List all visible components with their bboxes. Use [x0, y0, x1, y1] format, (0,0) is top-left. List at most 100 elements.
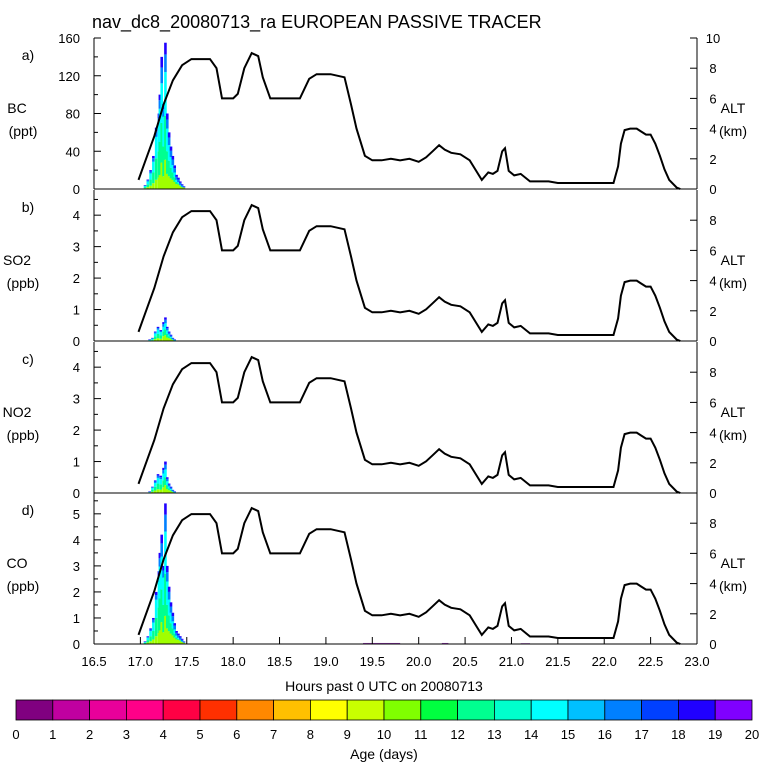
tracer-bar-so2-5-3 [162, 324, 165, 327]
tracer-bar-co-15-1 [175, 637, 178, 640]
ytick-label-no2-1: 1 [73, 455, 80, 470]
colorbar-tick-12: 12 [450, 727, 464, 742]
tracer-bar-no2-4-1 [159, 484, 163, 490]
tracer-bar-co-15-2 [175, 635, 178, 638]
tracer-bar-co-13-2 [171, 621, 175, 629]
tracer-bar-co-10-0 [165, 628, 169, 644]
tracer-bar-bc-3-0 [152, 183, 155, 189]
alt-label-bc: ALT [721, 100, 746, 116]
ytick-label-co-0: 0 [73, 637, 80, 652]
tracer-bar-bc-2-3 [149, 171, 152, 174]
alt-tick-label-co-4: 8 [709, 516, 716, 531]
tracer-bar-co-8-1 [162, 604, 165, 633]
unit-label-co: (ppb) [7, 578, 40, 594]
tracer-bar-bc-4-0 [154, 179, 158, 189]
altitude-line-co [137, 506, 681, 645]
xtick-label-10: 21.5 [545, 654, 570, 669]
tracer-bar-bc-2-0 [149, 185, 152, 189]
tracer-bar-co-2-4 [149, 628, 152, 630]
tracer-bar-co-19-0 [182, 642, 186, 644]
tracer-bar-co-10-2 [165, 581, 169, 605]
tracer-bar-no2-2-1 [153, 486, 157, 491]
tracer-bar-bc-10-1 [165, 151, 169, 174]
tracer-bar-no2-1-1 [151, 489, 154, 492]
tracer-bar-so2-1-2 [151, 338, 154, 340]
ytick-label-co-2: 2 [73, 585, 80, 600]
alt-unit-so2: (km) [719, 275, 747, 291]
species-label-bc: BC [7, 100, 26, 116]
colorbar-swatch-16 [604, 699, 642, 721]
unit-label-no2: (ppb) [7, 427, 40, 443]
tracer-bar-bc-6-1 [158, 141, 162, 175]
alt-tick-label-bc-2: 4 [709, 122, 716, 137]
tracer-bar-bc-16-0 [177, 184, 180, 189]
tracer-bar-so2-6-0 [164, 335, 167, 341]
tracer-bar-bc-9-0 [164, 159, 167, 189]
tracer-bar-no2-9-0 [169, 490, 173, 493]
tracer-bar-bc-0-2 [143, 185, 147, 188]
tracer-bar-co-17-2 [178, 639, 182, 641]
tracer-bar-bc-18-3 [180, 185, 184, 187]
tracer-bar-co-14-3 [173, 625, 177, 630]
alt-tick-label-so2-2: 4 [709, 274, 716, 289]
altitude-line-no2 [137, 355, 681, 494]
tracer-bar-co-1-2 [146, 637, 150, 641]
tracer-bar-no2-1-2 [151, 487, 154, 490]
ytick-label-bc-1: 40 [66, 144, 80, 159]
tracer-bar-bc-6-4 [158, 94, 162, 101]
tracer-bar-co-3-3 [152, 619, 155, 623]
tracer-bar-co-1-0 [146, 642, 150, 644]
panel-co: 0 1 2 3 4 5 0 2 4 6 8 d) CO (ppb) ALT (km) [7, 493, 747, 652]
tracer-bar-bc-1-1 [146, 184, 150, 188]
colorbar-swatch-6 [236, 699, 275, 721]
tracer-bar-no2-5-0 [162, 487, 165, 493]
ytick-label-no2-4: 4 [73, 360, 80, 375]
colorbar-tick-1: 1 [49, 727, 56, 742]
colorbar-tick-10: 10 [377, 727, 391, 742]
colorbar-tick-15: 15 [561, 727, 575, 742]
panel-no2: 0 1 2 3 4 0 2 4 6 8 c) NO2 (ppb) ALT (km) [3, 342, 747, 501]
ytick-label-co-4: 4 [73, 533, 80, 548]
tracer-bar-co-7-1 [160, 589, 164, 623]
xtick-label-7: 20.0 [406, 654, 431, 669]
tracer-bar-co-18-3 [180, 639, 184, 642]
tracer-bar-no2-2-4 [153, 480, 157, 482]
ytick-label-bc-0: 0 [73, 182, 80, 197]
unit-label-bc: (ppt) [9, 123, 38, 139]
panel-id-no2: c) [22, 351, 34, 367]
tracer-bar-co-2-3 [149, 629, 152, 632]
tracer-bar-so2-3-2 [156, 329, 160, 334]
tracer-bar-no2-5-1 [162, 480, 165, 488]
tracer-bar-no2-3-4 [156, 474, 160, 476]
alt-tick-label-bc-3: 6 [709, 91, 716, 106]
tracer-bar-co-7-0 [160, 622, 164, 644]
colorbar-tick-4: 4 [160, 727, 167, 742]
colorbar-swatch-19 [714, 699, 753, 721]
ytick-label-bc-4: 160 [58, 31, 80, 46]
tracer-bar-bc-18-4 [180, 184, 184, 186]
tracer-bar-no2-3-0 [156, 489, 160, 493]
panel-so2: 0 1 2 3 4 0 2 4 6 8 b) SO2 (ppb) ALT (km) [3, 190, 747, 349]
xtick-label-6: 19.5 [360, 654, 385, 669]
alt-tick-label-so2-1: 2 [709, 304, 716, 319]
ytick-label-so2-0: 0 [73, 334, 80, 349]
tracer-bar-bc-1-0 [146, 187, 150, 189]
tracer-bar-so2-10-0 [171, 339, 175, 341]
tracer-bar-so2-8-3 [167, 332, 171, 335]
tracer-bar-co-1-3 [146, 636, 150, 638]
tracer-bar-co-13-4 [171, 612, 175, 617]
tracer-bar-bc-0-4 [143, 185, 147, 186]
colorbar-tick-9: 9 [344, 727, 351, 742]
alt-tick-label-co-2: 4 [709, 577, 716, 592]
tracer-bar-so2-7-1 [165, 333, 169, 338]
tracer-bar-co-11-1 [167, 615, 171, 632]
tracer-bar-so2-10-1 [171, 339, 175, 340]
tracer-bar-no2-11-2 [173, 492, 177, 493]
x-axis-label: Hours past 0 UTC on 20080713 [285, 678, 483, 694]
tracer-bar-bc-1-2 [146, 181, 150, 185]
tracer-bar-no2-9-2 [169, 488, 173, 490]
tracer-bar-co-3-2 [152, 622, 155, 631]
tracer-bar-co-17-4 [178, 636, 182, 638]
tracer-bar-bc-14-1 [173, 177, 177, 182]
tracer-bar-bc-2-2 [149, 173, 152, 180]
